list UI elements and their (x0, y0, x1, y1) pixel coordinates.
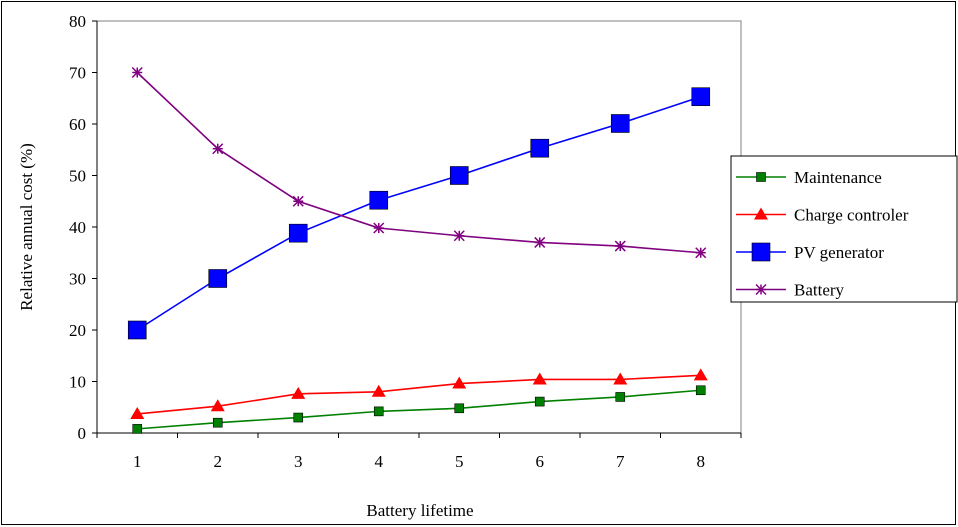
data-point-pv-generator (610, 114, 630, 133)
data-point-charge-controler (693, 368, 708, 381)
data-point-maintenance (373, 406, 384, 417)
series-charge-controler (130, 368, 708, 419)
y-tick-label: 70 (69, 64, 86, 83)
x-tick-label: 1 (133, 452, 142, 471)
legend-label: Battery (794, 281, 845, 300)
y-tick-label: 30 (69, 270, 86, 289)
asterisk-stroke (695, 247, 707, 259)
x-tick-label: 2 (214, 452, 223, 471)
data-point-battery (614, 240, 626, 252)
legend-box (730, 155, 958, 303)
legend-label: PV generator (794, 243, 884, 262)
y-tick-label: 10 (69, 373, 86, 392)
data-point-maintenance (293, 412, 304, 423)
x-axis-label: Battery lifetime (366, 501, 473, 520)
x-tick-label: 6 (536, 452, 545, 471)
data-point-battery (131, 66, 143, 79)
asterisk-stroke (453, 230, 465, 242)
x-tick-label: 8 (697, 452, 706, 471)
series-line-maintenance (137, 389, 701, 430)
asterisk-stroke (131, 66, 143, 79)
x-tick-label: 7 (616, 452, 625, 471)
data-point-maintenance (615, 392, 626, 402)
legend-item-pv-generator: PV generator (736, 242, 884, 262)
data-point-maintenance (454, 403, 465, 414)
series-battery (131, 66, 707, 259)
data-point-pv-generator (127, 320, 147, 340)
data-point-charge-controler (371, 384, 386, 397)
series-line-pv-generator (136, 95, 702, 331)
asterisk-stroke (534, 236, 546, 248)
asterisk-stroke (212, 143, 224, 155)
y-tick-label: 20 (69, 321, 86, 340)
y-tick-label: 80 (69, 12, 86, 31)
x-tick-label: 3 (294, 452, 303, 471)
legend-item-charge-controler: Charge controler (736, 206, 909, 225)
data-point-battery (212, 143, 224, 155)
data-point-battery (373, 222, 385, 234)
legend-marker (756, 172, 766, 182)
data-point-charge-controler (130, 406, 145, 419)
y-tick-label: 0 (78, 424, 87, 443)
series-maintenance (132, 385, 706, 434)
y-tick-label: 60 (69, 115, 86, 134)
legend-marker (755, 283, 767, 296)
legend-item-battery: Battery (736, 281, 845, 300)
data-point-charge-controler (532, 372, 547, 385)
series-layer (127, 66, 711, 434)
legend-marker (754, 207, 768, 220)
data-point-maintenance (695, 385, 706, 396)
asterisk-stroke (292, 195, 304, 207)
asterisk-stroke (614, 240, 626, 252)
data-point-maintenance (132, 424, 143, 434)
legend-item-maintenance: Maintenance (736, 168, 882, 187)
data-point-battery (453, 230, 465, 242)
data-point-pv-generator (691, 87, 711, 107)
series-line-charge-controler (137, 374, 701, 415)
x-tick-label: 4 (375, 452, 384, 471)
series-pv-generator (127, 87, 711, 340)
y-tick-label: 50 (69, 167, 86, 186)
data-point-pv-generator (449, 166, 469, 185)
asterisk-stroke (755, 283, 767, 296)
x-tick-label: 5 (455, 452, 464, 471)
data-point-battery (534, 236, 546, 248)
legend-label: Charge controler (794, 206, 909, 225)
asterisk-stroke (373, 222, 385, 234)
data-point-pv-generator (208, 269, 228, 288)
data-point-battery (695, 247, 707, 259)
data-point-pv-generator (369, 190, 389, 210)
data-point-maintenance (212, 417, 223, 428)
data-point-maintenance (534, 396, 545, 407)
data-point-charge-controler (291, 386, 306, 399)
axes: 0 10 20 30 40 50 60 70 80 1 2 3 4 5 6 7 8 (69, 12, 742, 471)
legend: Maintenance Charge controler PV generator B… (730, 155, 958, 303)
y-axis-label: Relative annual cost (%) (17, 143, 36, 311)
data-point-charge-controler (452, 376, 467, 389)
data-point-charge-controler (613, 372, 628, 385)
y-tick-label: 40 (69, 218, 86, 237)
data-point-pv-generator (530, 138, 550, 158)
series-line-battery (136, 71, 701, 254)
plot-area (96, 20, 742, 434)
legend-label: Maintenance (794, 168, 882, 187)
data-point-battery (292, 195, 304, 207)
legend-marker (751, 242, 771, 262)
data-point-pv-generator (288, 223, 308, 243)
data-point-charge-controler (210, 399, 225, 412)
